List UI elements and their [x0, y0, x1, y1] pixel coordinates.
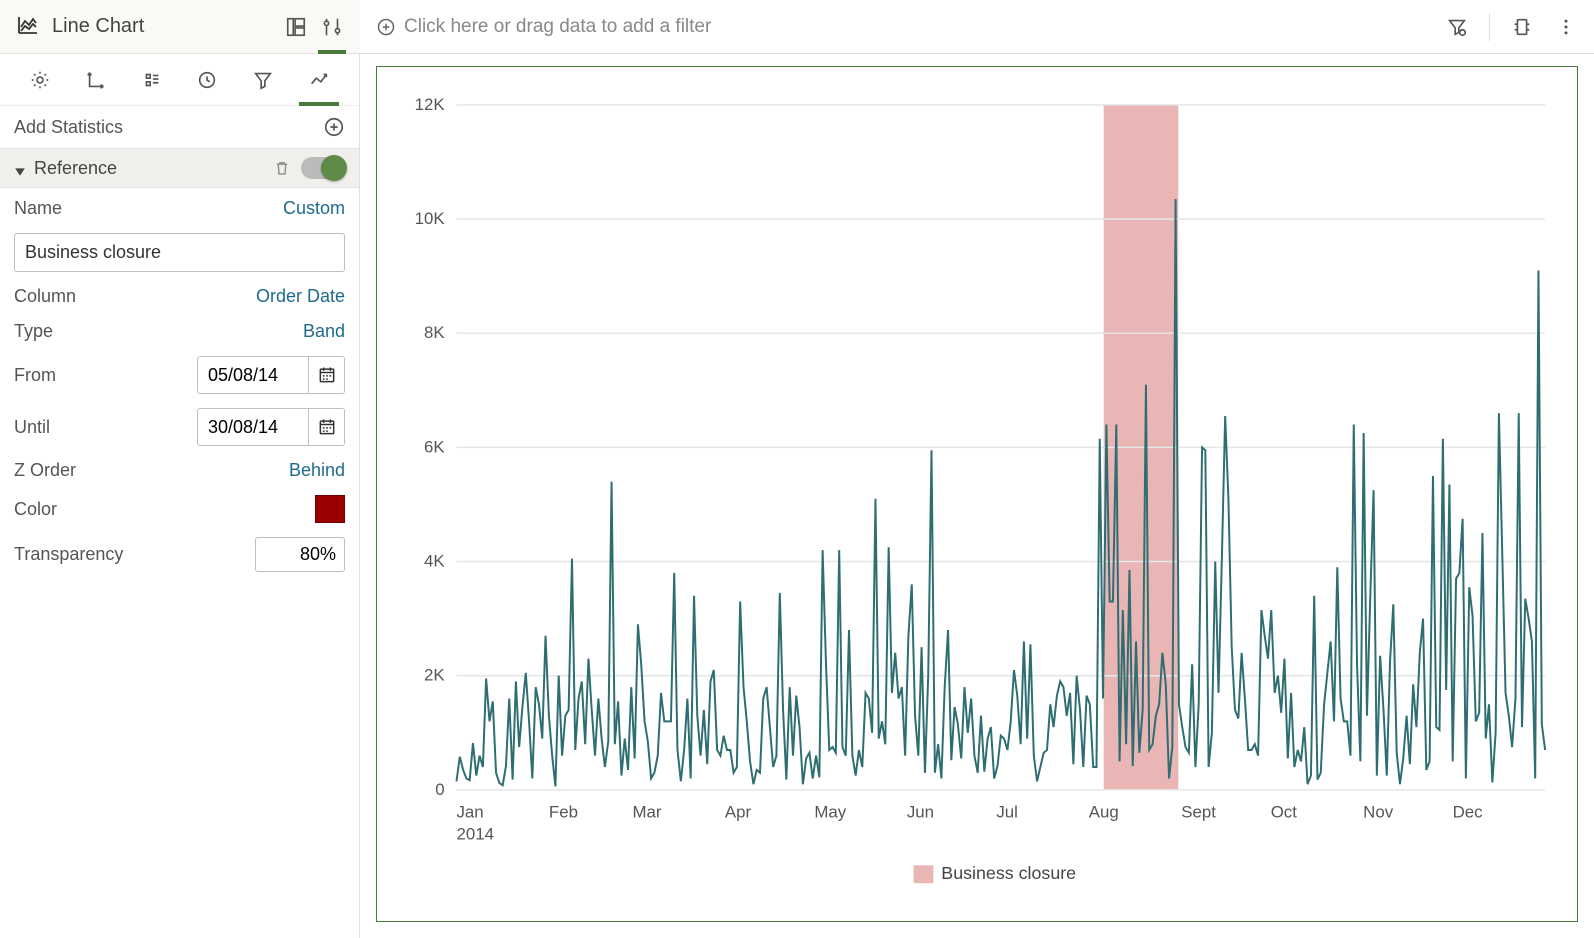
- svg-text:Aug: Aug: [1089, 803, 1119, 822]
- from-date-input[interactable]: [198, 359, 308, 392]
- tab-filter-icon[interactable]: [249, 54, 277, 106]
- filter-settings-icon[interactable]: [1445, 15, 1469, 39]
- tab-general-icon[interactable]: [26, 54, 54, 106]
- more-menu-icon[interactable]: [1554, 15, 1578, 39]
- svg-text:Nov: Nov: [1363, 803, 1394, 822]
- chart-area: 0 2K 4K 6K 8K 10K 12K Jan 2014 Feb Mar Apr May Jun Jul…: [360, 54, 1594, 938]
- svg-text:Mar: Mar: [632, 803, 661, 822]
- add-statistics-label: Add Statistics: [14, 117, 123, 138]
- svg-text:6K: 6K: [424, 437, 445, 456]
- until-label: Until: [14, 417, 50, 438]
- name-label: Name: [14, 198, 62, 219]
- line-chart-svg: 0 2K 4K 6K 8K 10K 12K Jan 2014 Feb Mar Apr May Jun Jul…: [397, 85, 1557, 909]
- from-calendar-button[interactable]: [308, 357, 344, 393]
- svg-text:Jul: Jul: [996, 803, 1018, 822]
- type-label: Type: [14, 321, 53, 342]
- chart-type-label: Line Chart: [52, 15, 144, 38]
- svg-text:Oct: Oct: [1271, 803, 1298, 822]
- fields-view-icon[interactable]: [284, 15, 308, 39]
- series-line: [456, 199, 1545, 786]
- add-filter-icon[interactable]: [376, 17, 396, 37]
- svg-text:Dec: Dec: [1453, 803, 1483, 822]
- column-value-link[interactable]: Order Date: [256, 286, 345, 307]
- filter-placeholder: Click here or drag data to add a filter: [404, 16, 711, 38]
- svg-text:May: May: [814, 803, 846, 822]
- svg-text:Apr: Apr: [725, 803, 752, 822]
- reference-section-header[interactable]: Reference: [0, 148, 359, 188]
- tab-time-icon[interactable]: [193, 54, 221, 106]
- tab-statistics-icon[interactable]: [305, 54, 333, 106]
- zorder-label: Z Order: [14, 460, 76, 481]
- color-swatch[interactable]: [315, 495, 345, 523]
- legend-swatch: [914, 865, 934, 883]
- reference-form: Name Custom Column Order Date Type Band …: [0, 188, 359, 582]
- properties-view-icon[interactable]: [320, 15, 344, 39]
- line-chart-icon: [16, 13, 40, 40]
- svg-text:Sept: Sept: [1181, 803, 1216, 822]
- reference-name-input[interactable]: [14, 233, 345, 272]
- zorder-value-link[interactable]: Behind: [289, 460, 345, 481]
- svg-text:10K: 10K: [415, 209, 446, 228]
- tab-values-icon[interactable]: [138, 54, 166, 106]
- svg-text:Jan: Jan: [456, 803, 483, 822]
- property-tabs: [0, 54, 359, 106]
- reference-section-label: Reference: [34, 158, 117, 179]
- properties-sidebar: Add Statistics Reference: [0, 54, 360, 938]
- until-calendar-button[interactable]: [308, 409, 344, 445]
- delete-reference-button[interactable]: [273, 159, 291, 177]
- svg-text:2K: 2K: [424, 666, 445, 685]
- svg-text:8K: 8K: [424, 323, 445, 342]
- color-label: Color: [14, 499, 57, 520]
- column-label: Column: [14, 286, 76, 307]
- svg-text:0: 0: [435, 780, 444, 799]
- transparency-label: Transparency: [14, 544, 123, 565]
- reference-toggle[interactable]: [301, 157, 345, 179]
- caret-down-icon: [14, 162, 26, 174]
- transparency-input[interactable]: [255, 537, 345, 572]
- svg-text:Jun: Jun: [907, 803, 934, 822]
- tab-axes-icon[interactable]: [82, 54, 110, 106]
- name-mode-link[interactable]: Custom: [283, 198, 345, 219]
- chart-type-selector: Line Chart: [0, 0, 360, 53]
- add-statistic-button[interactable]: [323, 116, 345, 138]
- svg-text:12K: 12K: [415, 95, 446, 114]
- chart-frame: 0 2K 4K 6K 8K 10K 12K Jan 2014 Feb Mar Apr May Jun Jul…: [376, 66, 1578, 922]
- add-statistics-header: Add Statistics: [0, 106, 359, 148]
- svg-text:4K: 4K: [424, 551, 445, 570]
- until-date-input[interactable]: [198, 411, 308, 444]
- type-value-link[interactable]: Band: [303, 321, 345, 342]
- from-label: From: [14, 365, 56, 386]
- svg-text:2014: 2014: [456, 824, 493, 843]
- legend-label: Business closure: [941, 863, 1076, 883]
- svg-text:Feb: Feb: [549, 803, 578, 822]
- filter-bar[interactable]: Click here or drag data to add a filter: [360, 0, 1594, 53]
- divider: [1489, 13, 1490, 41]
- data-lineage-icon[interactable]: [1510, 15, 1534, 39]
